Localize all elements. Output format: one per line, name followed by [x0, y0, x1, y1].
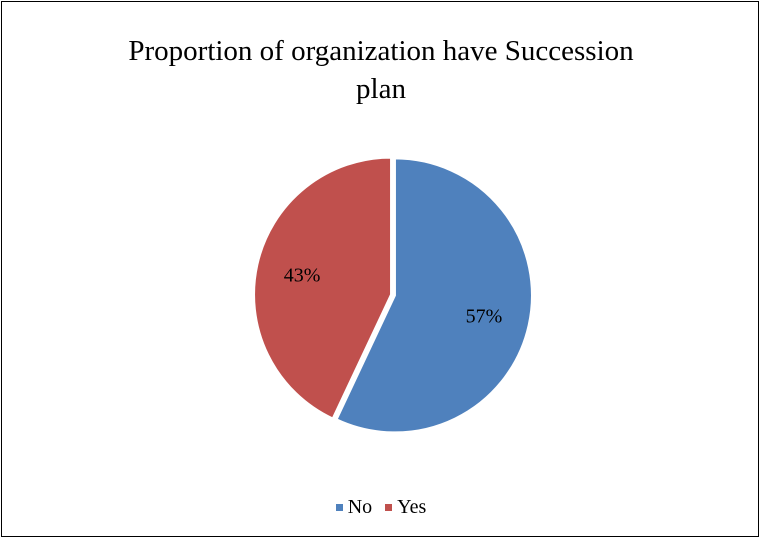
pie-slice-yes — [253, 156, 393, 420]
chart-title: Proportion of organization have Successi… — [2, 32, 760, 108]
legend-label-yes: Yes — [397, 496, 427, 518]
chart-title-line-2: plan — [356, 73, 406, 105]
legend: No Yes — [2, 496, 760, 519]
data-label-yes: 43% — [284, 265, 321, 287]
legend-item-yes: Yes — [385, 496, 426, 519]
legend-label-no: No — [347, 496, 373, 518]
pie-data-labels: 57% 43% — [284, 265, 503, 328]
legend-swatch-no — [335, 503, 343, 511]
chart-title-line-1: Proportion of organization have Successi… — [128, 35, 634, 67]
legend-swatch-yes — [385, 503, 393, 511]
legend-item-no: No — [335, 496, 373, 519]
pie-slices — [253, 156, 533, 434]
data-label-no: 57% — [466, 305, 503, 327]
pie-slice-no — [335, 157, 533, 434]
